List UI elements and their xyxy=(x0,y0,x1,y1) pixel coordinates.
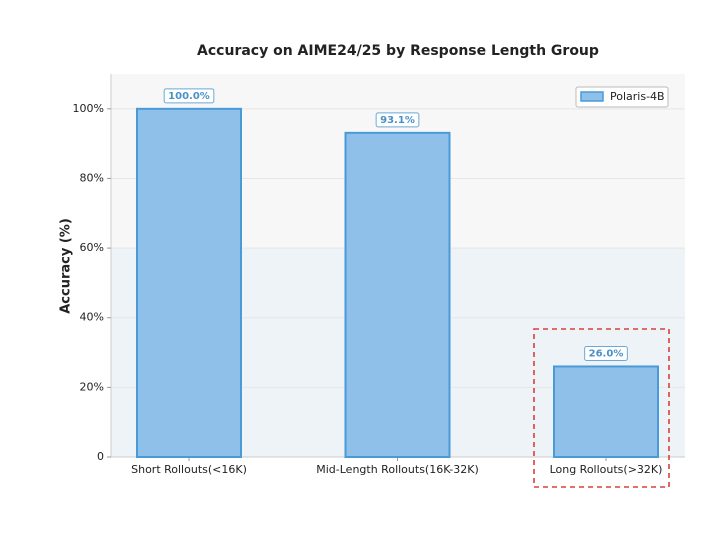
legend-swatch xyxy=(580,91,604,102)
value-label: 93.1% xyxy=(380,115,415,126)
y-tick-label: 40% xyxy=(80,311,104,324)
y-tick-label: 100% xyxy=(73,102,104,115)
chart-title: Accuracy on AIME24/25 by Response Length… xyxy=(197,43,599,59)
y-axis-label: Accuracy (%) xyxy=(59,218,74,314)
x-tick-label: Short Rollouts(<16K) xyxy=(131,463,247,476)
value-label-box xyxy=(163,88,215,104)
y-tick-label: 80% xyxy=(80,171,104,184)
legend-label: Polaris-4B xyxy=(610,90,665,103)
bar xyxy=(553,365,659,458)
bar xyxy=(136,107,242,459)
x-tick-label: Long Rollouts(>32K) xyxy=(550,463,663,476)
y-tick-label: 60% xyxy=(80,241,104,254)
value-label-box xyxy=(375,112,420,128)
y-tick-label: 20% xyxy=(80,380,104,393)
x-tick-label: Mid-Length Rollouts(16K-32K) xyxy=(316,463,479,476)
value-label: 100.0% xyxy=(168,91,210,102)
bar xyxy=(344,131,451,459)
value-label: 26.0% xyxy=(589,348,624,359)
y-tick-label: 0 xyxy=(97,450,104,463)
value-label-box xyxy=(584,345,628,361)
highlight-box xyxy=(533,328,670,488)
